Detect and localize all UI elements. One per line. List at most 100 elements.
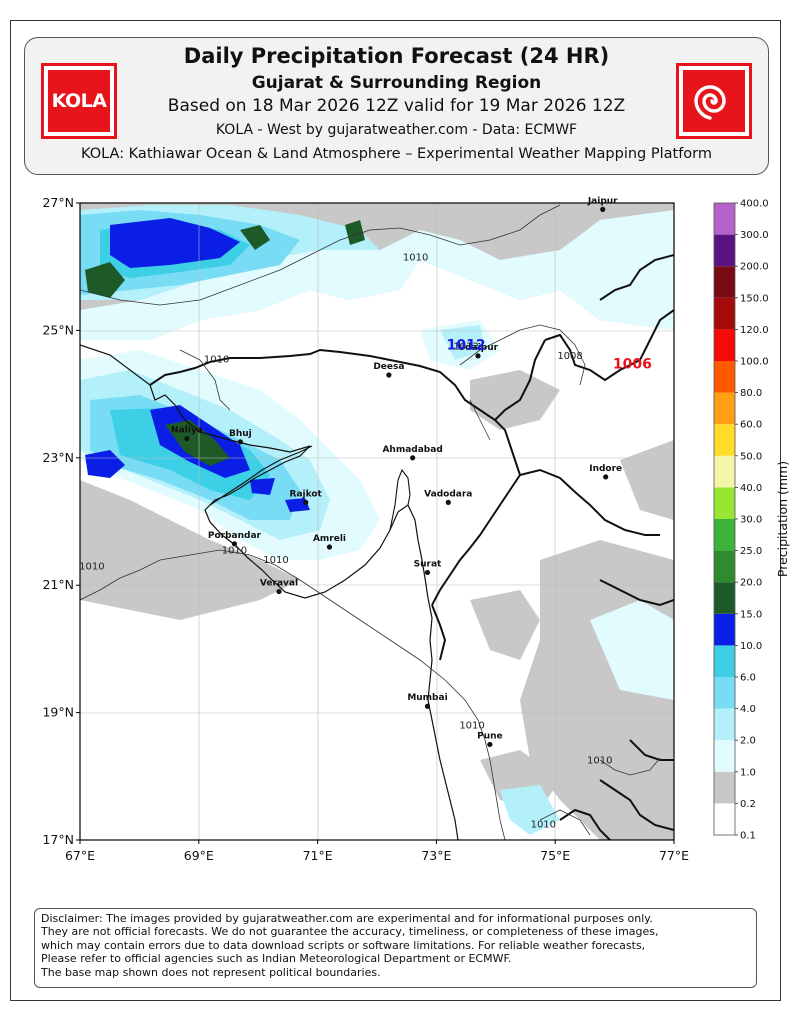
city-marker [410, 455, 416, 461]
colorbar-bin [714, 803, 735, 835]
city-marker [237, 439, 243, 445]
colorbar-tick-label: 1.0 [740, 767, 756, 778]
colorbar-bin [714, 740, 735, 772]
city-label: Naliya [171, 426, 203, 436]
disclaimer-line: which may contain errors due to data dow… [41, 938, 646, 952]
colorbar-tick-label: 50.0 [740, 451, 762, 462]
colorbar-bin [714, 677, 735, 709]
city-marker [487, 741, 493, 748]
colorbar-bin [714, 392, 735, 425]
colorbar-bin [714, 424, 735, 456]
graticule [80, 203, 674, 840]
lon-tick-label: 69°E [184, 848, 214, 863]
colorbar-tick-label: 60.0 [740, 420, 762, 431]
disclaimer-line: Please refer to official agencies such a… [41, 952, 512, 966]
city-label: Udaipur [458, 343, 499, 353]
colorbar-tick-label: 200.0 [740, 262, 769, 273]
lon-tick-label: 73°E [421, 848, 451, 863]
isobars [80, 204, 661, 840]
colorbar-tick-label: 0.2 [740, 799, 756, 810]
city-marker [424, 703, 431, 709]
isobar-label: 1010 [587, 756, 612, 767]
lat-tick-label: 25°N [42, 322, 74, 337]
city-marker [424, 569, 431, 576]
lat-tick-label: 19°N [42, 705, 74, 720]
disclaimer-line: The base map shown does not represent po… [41, 965, 381, 979]
city-marker [184, 436, 190, 442]
colorbar-tick-label: 0.1 [740, 831, 756, 842]
colorbar-bin [714, 329, 735, 361]
city-label: Veraval [260, 579, 298, 589]
colorbar-tick-label: 15.0 [740, 609, 762, 620]
city-marker [231, 541, 238, 547]
colorbar-tick-label: 25.0 [740, 546, 762, 557]
city-markers: Jaipur Udaipur Deesa Naliya Bhuj Ahmadabad Ind… [171, 196, 622, 748]
platform-name: KOLA: Kathiawar Ocean & Land Atmosphere … [80, 146, 712, 162]
colorbar-bin [714, 582, 735, 614]
lat-tick-label: 23°N [42, 450, 74, 465]
colorbar-tick-label: 300.0 [740, 230, 769, 241]
city-marker [303, 499, 309, 505]
city-label: Amreli [313, 534, 346, 544]
kola-logo-text: KOLA [48, 70, 110, 132]
colorbar-bin [714, 519, 735, 551]
isobar-label: 1010 [79, 561, 104, 572]
isobar-label: 1010 [263, 555, 288, 566]
colorbar-tick-label: 2.0 [740, 736, 756, 747]
forecast-validity: Based on 18 Mar 2026 12Z valid for 19 Ma… [167, 96, 626, 116]
city-label: Surat [414, 559, 442, 569]
header-panel: KOLA Daily Precipitation Forecast (24 HR… [24, 37, 769, 175]
city-marker [600, 206, 606, 212]
colorbar-tick-label: 100.0 [740, 357, 769, 368]
lon-tick-label: 75°E [540, 848, 570, 863]
city-marker [386, 372, 392, 378]
city-marker [445, 499, 451, 505]
city-marker [475, 353, 481, 359]
colorbar-tick-label: 400.0 [740, 199, 769, 210]
city-marker [276, 588, 282, 595]
colorbar-bin [714, 771, 735, 804]
colorbar-tick-label: 120.0 [740, 325, 769, 336]
city-label: Mumbai [407, 693, 447, 703]
city-marker [326, 544, 333, 550]
disclaimer-box: Disclaimer: The images provided by gujar… [34, 908, 757, 988]
precip-map: 27°N 25°N 23°N 21°N 19°N 17°N67°E 69°E 71°E 73°E… [42, 195, 790, 863]
lat-tick-label: 17°N [42, 832, 74, 847]
colorbar-tick-label: 20.0 [740, 578, 762, 589]
isobar-label: 1010 [403, 252, 428, 263]
colorbar-bin [714, 297, 735, 330]
colorbar-tick-label: 4.0 [740, 704, 756, 715]
lon-tick-label: 71°E [303, 848, 333, 863]
city-label: Indore [589, 464, 622, 474]
colorbar-label: Precipitation (mm) [775, 461, 790, 577]
isobar-label: 1010 [222, 545, 247, 556]
colorbar-bin [714, 550, 735, 583]
city-label: Vadodara [424, 489, 472, 499]
colorbar-tick-label: 150.0 [740, 293, 769, 304]
coastline [80, 344, 459, 840]
colorbar-bin [714, 455, 735, 488]
colorbar-bin [714, 708, 735, 741]
city-label: Porbandar [208, 531, 262, 541]
colorbar-bin [714, 234, 735, 267]
source-credit: KOLA - West by gujaratweather.com - Data… [215, 122, 578, 138]
pressure-center-label: 1012 [447, 338, 486, 354]
colorbar-tick-label: 80.0 [740, 388, 762, 399]
colorbar-bin [714, 645, 735, 677]
disclaimer-line: Disclaimer: The images provided by gujar… [41, 912, 653, 925]
colorbar-tick-label: 30.0 [740, 515, 762, 526]
isobar-label: 1008 [557, 351, 582, 362]
pressure-center-label: 1006 [613, 357, 652, 373]
colorbar-tick-label: 40.0 [740, 483, 762, 494]
city-label: Pune [477, 731, 503, 741]
page-subtitle: Gujarat & Surrounding Region [251, 73, 542, 93]
lat-tick-label: 27°N [42, 195, 74, 210]
state-boundaries [149, 254, 674, 840]
city-marker [603, 474, 609, 480]
colorbar-bin [714, 487, 735, 519]
colorbar-bin [714, 203, 735, 235]
map-border [79, 202, 675, 841]
cyclone-logo [676, 63, 752, 139]
city-label: Ahmadabad [382, 445, 442, 455]
lon-tick-label: 77°E [659, 848, 689, 863]
